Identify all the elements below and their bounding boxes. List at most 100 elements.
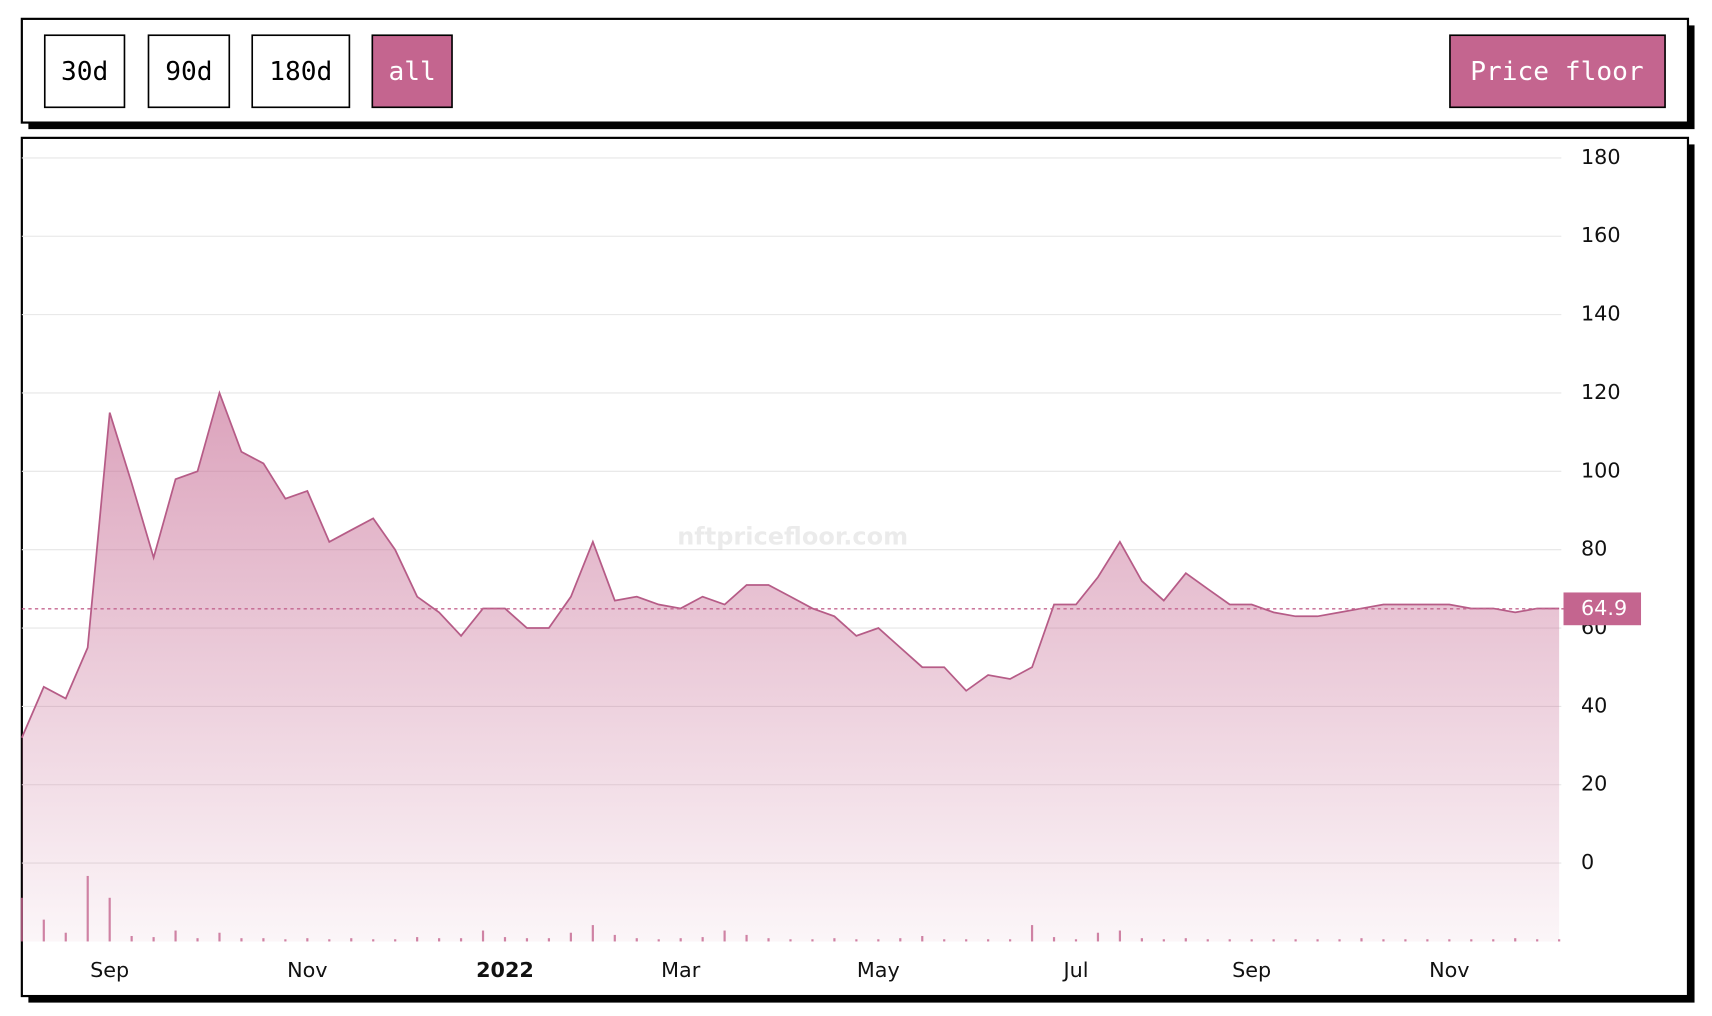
volume-bar	[1470, 939, 1473, 942]
toggle-box[interactable]	[1449, 34, 1666, 109]
volume-bar	[42, 919, 45, 942]
volume-bar	[1536, 939, 1539, 942]
volume-bar	[547, 938, 551, 942]
x-tick-label: Sep	[90, 958, 129, 982]
x-tick-label: 2022	[476, 958, 534, 982]
volume-bar	[877, 939, 880, 942]
volume-bar	[1206, 939, 1209, 942]
volume-bar	[591, 925, 594, 942]
y-tick-label: 0	[1581, 850, 1594, 874]
button-box[interactable]	[251, 34, 351, 109]
volume-bar	[657, 939, 660, 942]
volume-bar	[481, 930, 485, 942]
volume-bar	[921, 936, 924, 942]
watermark: nftpricefloor.com	[677, 522, 908, 550]
y-tick-label: 140	[1581, 302, 1621, 326]
volume-bar	[635, 938, 638, 942]
volume-bar	[833, 938, 836, 942]
price-area	[21, 392, 1560, 942]
volume-bar	[569, 932, 572, 942]
volume-bar	[262, 938, 265, 942]
range-button[interactable]: 90d	[147, 34, 231, 109]
volume-bar	[218, 932, 221, 942]
volume-bar	[152, 937, 155, 942]
volume-bar	[20, 897, 23, 942]
volume-bar	[701, 937, 704, 942]
volume-bar	[284, 939, 287, 942]
range-button[interactable]: 180d	[251, 34, 351, 109]
y-tick-label: 40	[1581, 693, 1607, 717]
volume-bar	[328, 939, 331, 942]
button-label[interactable]: 90d	[165, 57, 212, 87]
volume-bar	[723, 930, 726, 942]
volume-bar	[987, 939, 990, 942]
x-tick-label: Nov	[287, 958, 327, 982]
volume-bar	[1558, 939, 1561, 942]
price-floor-toggle[interactable]: Price floor	[1449, 34, 1666, 109]
toggle-label[interactable]: Price floor	[1470, 57, 1643, 87]
volume-bar	[1448, 939, 1451, 942]
y-tick-label: 120	[1581, 380, 1621, 404]
volume-bar	[1316, 939, 1319, 942]
volume-bar	[108, 897, 111, 942]
button-box[interactable]	[371, 34, 453, 109]
button-box[interactable]	[147, 34, 231, 109]
volume-bar	[1426, 939, 1429, 942]
volume-bar	[306, 938, 309, 942]
last-value-badge	[1563, 592, 1642, 626]
volume-bar	[1250, 939, 1253, 942]
volume-bar	[1404, 939, 1407, 942]
volume-bar	[1360, 938, 1363, 942]
volume-bar	[1382, 939, 1385, 942]
range-button[interactable]: 30d	[43, 34, 126, 109]
volume-bar	[416, 937, 419, 942]
volume-bar	[1052, 937, 1056, 942]
volume-bar	[1096, 932, 1100, 942]
volume-bar	[745, 934, 748, 942]
volume-bar	[1492, 939, 1495, 942]
volume-bar	[1030, 925, 1034, 942]
volume-bar	[459, 938, 463, 942]
volume-bar	[196, 938, 199, 942]
button-label[interactable]: all	[389, 57, 436, 87]
button-label[interactable]: 180d	[269, 57, 332, 87]
volume-bar	[789, 939, 792, 942]
y-tick-label: 180	[1581, 145, 1621, 169]
volume-bar	[943, 939, 946, 942]
volume-bar	[394, 939, 397, 942]
price-line	[21, 390, 1560, 739]
volume-bar	[1184, 938, 1187, 942]
x-tick-label: Mar	[661, 958, 701, 982]
y-tick-label: 100	[1581, 458, 1621, 482]
volume-bar	[64, 932, 67, 942]
volume-bar	[1009, 939, 1012, 942]
volume-bar	[811, 939, 814, 942]
volume-bar	[767, 938, 770, 942]
volume-bar	[613, 934, 616, 942]
volume-bar	[438, 938, 441, 942]
volume-bar	[899, 938, 902, 942]
volume-bar	[679, 938, 682, 942]
volume-bar	[1118, 930, 1122, 942]
x-tick-label: May	[857, 958, 900, 982]
y-tick-label: 160	[1581, 223, 1621, 247]
volume-bar	[1338, 939, 1341, 942]
volume-bar	[1294, 939, 1297, 942]
volume-bar	[965, 939, 968, 942]
last-value-label: 64.9	[1581, 596, 1627, 620]
volume-bar	[240, 938, 243, 942]
volume-bar	[1514, 938, 1517, 942]
x-tick-label: Nov	[1429, 958, 1469, 982]
range-button[interactable]: all	[371, 34, 453, 109]
button-label[interactable]: 30d	[61, 57, 108, 87]
volume-bar	[1074, 939, 1078, 942]
volume-bar	[350, 938, 353, 942]
volume-bar	[855, 939, 858, 942]
button-box[interactable]	[43, 34, 126, 109]
x-tick-label: Jul	[1061, 958, 1088, 982]
volume-bar	[525, 938, 529, 942]
volume-bar	[130, 936, 133, 942]
x-tick-label: Sep	[1232, 958, 1271, 982]
volume-bar	[1140, 938, 1143, 942]
